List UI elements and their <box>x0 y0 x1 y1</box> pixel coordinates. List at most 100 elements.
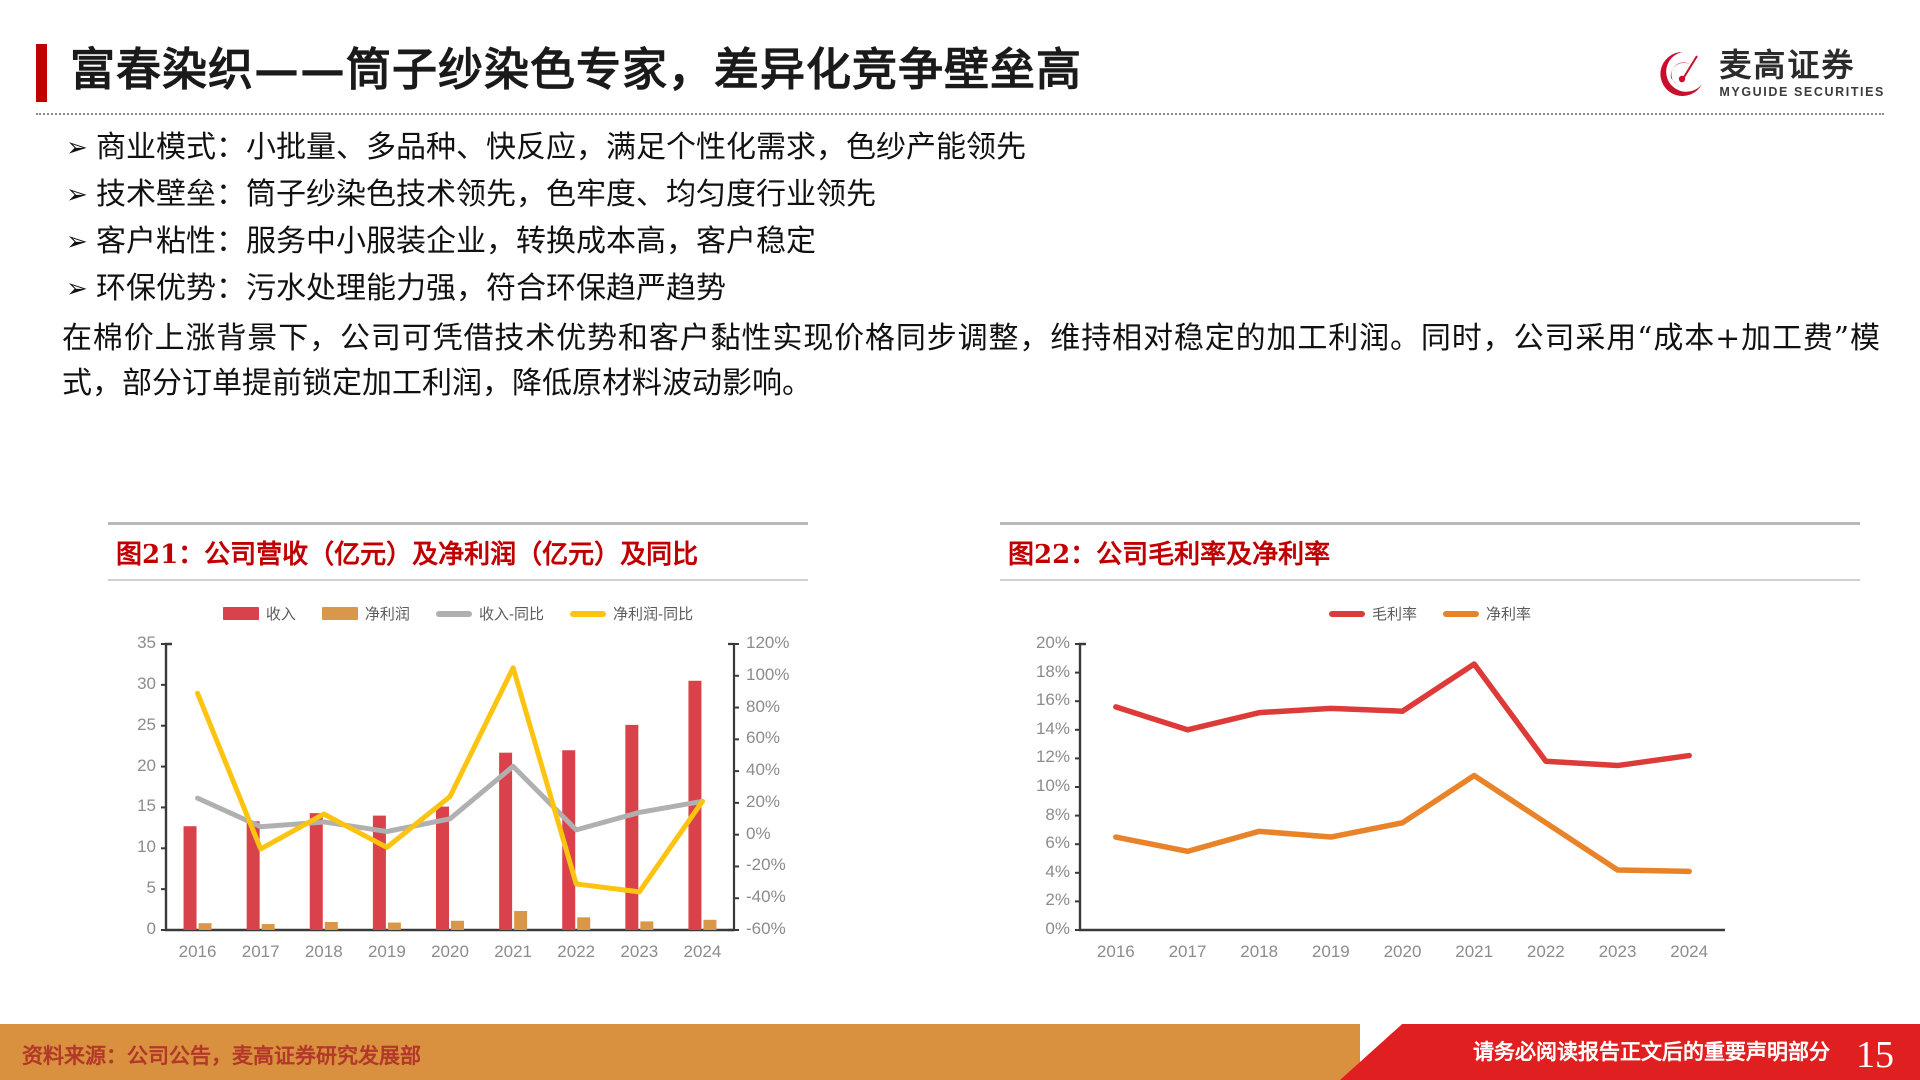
y-axis-tick-label: 30 <box>137 673 156 693</box>
title-accent-bar <box>36 44 47 102</box>
arrow-bullet-icon: ➢ <box>66 133 88 162</box>
x-axis-tick-label: 2017 <box>241 942 280 961</box>
arrow-bullet-icon: ➢ <box>66 227 88 256</box>
bar <box>324 921 338 930</box>
panel-bottom-rule <box>1000 579 1860 581</box>
legend-swatch-line <box>435 610 472 617</box>
page-header: 富春染织——筒子纱染色专家，差异化竞争壁垒高 麦高证券 MYGUIDE SECU… <box>0 38 1920 110</box>
bullet-text: 技术壁垒：筒子纱染色技术领先，色牢度、均匀度行业领先 <box>96 177 876 212</box>
bar <box>246 821 260 930</box>
x-axis-tick-label: 2022 <box>1526 942 1565 961</box>
body-paragraph: 在棉价上涨背景下，公司可凭借技术优势和客户黏性实现价格同步调整，维持相对稳定的加… <box>62 321 1880 401</box>
x-axis-tick-label: 2024 <box>683 942 722 961</box>
y-axis-tick-label: 20% <box>1035 633 1070 652</box>
y2-axis-tick-label: 100% <box>746 664 790 684</box>
y-axis-tick-label: 35 <box>137 633 156 652</box>
logo-chinese-name: 麦高证券 <box>1719 46 1856 85</box>
page-number: 15 <box>1856 1034 1894 1076</box>
chart-svg <box>1075 642 1725 932</box>
page-title: 富春染织——筒子纱染色专家，差异化竞争壁垒高 <box>70 43 1083 96</box>
myguide-logo-icon <box>1657 48 1709 100</box>
legend-label: 净利率 <box>1486 605 1532 623</box>
bar <box>703 919 717 930</box>
footer-disclaimer-text: 请务必阅读报告正文后的重要声明部分 <box>1473 1039 1830 1064</box>
y-axis-tick-label: 2% <box>1045 890 1070 910</box>
bullet-text: 客户粘性：服务中小服装企业，转换成本高，客户稳定 <box>96 224 816 259</box>
figure-22-legend: 毛利率 净利率 <box>1000 603 1860 624</box>
x-axis-tick-label: 2022 <box>557 942 596 961</box>
y-axis-tick-label: 15 <box>137 796 156 816</box>
bar <box>562 750 576 930</box>
legend-label: 收入 <box>265 605 296 623</box>
x-axis-tick-label: 2020 <box>431 942 469 961</box>
bar <box>577 917 591 930</box>
panel-top-rule <box>1000 522 1860 525</box>
y2-axis-tick-label: -40% <box>746 887 786 907</box>
x-axis-tick-label: 2023 <box>1598 942 1637 961</box>
legend-swatch-bar <box>321 607 358 620</box>
y2-axis-tick-label: 60% <box>746 728 781 748</box>
arrow-bullet-icon: ➢ <box>66 180 88 209</box>
x-axis-tick-label: 2016 <box>178 942 217 961</box>
x-axis-tick-label: 2019 <box>1311 942 1350 961</box>
legend-item: 毛利率 <box>1328 603 1417 624</box>
bullet-item: ➢ 商业模式：小批量、多品种、快反应，满足个性化需求，色纱产能领先 <box>66 126 1866 172</box>
bar <box>625 724 639 930</box>
y-axis-tick-label: 20 <box>137 755 156 775</box>
figure-21-panel: 图21：公司营收（亿元）及净利润（亿元）及同比 收入 净利润 收入-同比 净利润-同比… <box>108 522 808 964</box>
x-axis-tick-label: 2017 <box>1168 942 1207 961</box>
panel-top-rule <box>108 522 808 525</box>
arrow-bullet-icon: ➢ <box>66 274 88 303</box>
logo-text: 麦高证券 MYGUIDE SECURITIES <box>1719 49 1885 99</box>
figure-22-plot: 0% 2% 4% 6% 8% 10% 12% 14% 16% 18% 20% 2016 2017 2018… <box>1000 633 1860 964</box>
x-axis-tick-label: 2018 <box>1240 942 1279 961</box>
bar <box>261 924 275 930</box>
x-axis-tick-label: 2018 <box>304 942 343 961</box>
legend-swatch-bar <box>222 607 259 620</box>
bullet-text: 商业模式：小批量、多品种、快反应，满足个性化需求，色纱产能领先 <box>96 130 1026 165</box>
y2-axis-tick-label: 80% <box>746 696 781 716</box>
bullet-list: ➢ 商业模式：小批量、多品种、快反应，满足个性化需求，色纱产能领先 ➢ 技术壁垒… <box>66 126 1866 314</box>
figure-21-legend: 收入 净利润 收入-同比 净利润-同比 <box>108 603 808 624</box>
legend-item: 收入 <box>222 603 296 624</box>
legend-label: 净利润 <box>364 605 410 623</box>
legend-swatch-line <box>1443 610 1479 617</box>
line-series <box>195 763 705 834</box>
x-axis-tick-label: 2021 <box>1455 942 1494 961</box>
y2-axis-tick-label: 20% <box>746 791 781 811</box>
bar <box>451 920 464 930</box>
x-axis-tick-label: 2019 <box>367 942 406 961</box>
y-axis-tick-label: 14% <box>1035 718 1070 738</box>
bullet-text: 环保优势：污水处理能力强，符合环保趋严趋势 <box>96 271 726 306</box>
bar <box>183 826 197 930</box>
figure-22-panel: 图22：公司毛利率及净利率 毛利率 净利率 0% 2% 4% 6% 8% 10% 12% 14%… <box>1000 522 1860 964</box>
bar <box>309 813 323 930</box>
legend-item: 净利率 <box>1443 603 1531 624</box>
legend-swatch-line <box>1328 610 1365 617</box>
footer-source-band <box>0 1024 1360 1080</box>
bullet-item: ➢ 技术壁垒：筒子纱染色技术领先，色牢度、均匀度行业领先 <box>66 173 1866 219</box>
x-axis-tick-label: 2020 <box>1383 942 1422 961</box>
figure-21-plot: 0 5 10 15 20 25 30 35 -60% -40% -20% 0% 20% 40% 60% 80%… <box>108 633 808 964</box>
bullet-item: ➢ 客户粘性：服务中小服装企业，转换成本高，客户稳定 <box>66 220 1866 266</box>
y-axis-tick-label: 8% <box>1045 804 1070 824</box>
y-axis-tick-label: 0% <box>1045 919 1070 938</box>
bar <box>640 921 654 930</box>
panel-bottom-rule <box>108 579 808 581</box>
line-series <box>1113 772 1692 875</box>
legend-label: 净利润-同比 <box>613 605 694 623</box>
bar <box>499 752 513 930</box>
y-axis-tick-label: 18% <box>1035 661 1070 681</box>
y-axis-tick-label: 5 <box>146 878 156 898</box>
logo-english-name: MYGUIDE SECURITIES <box>1719 85 1885 100</box>
page-footer <box>0 1024 1920 1080</box>
y-axis-tick-label: 16% <box>1035 690 1070 710</box>
y2-axis-tick-label: -60% <box>746 919 786 938</box>
figure-21-title: 图21：公司营收（亿元）及净利润（亿元）及同比 <box>116 540 699 570</box>
y2-axis-tick-label: 40% <box>746 760 781 780</box>
bar <box>436 806 449 930</box>
y-axis-tick-label: 0 <box>146 919 156 938</box>
x-axis-tick-label: 2023 <box>620 942 659 961</box>
y-axis-tick-label: 10% <box>1035 776 1070 795</box>
footer-source-text: 资料来源：公司公告，麦高证券研究发展部 <box>22 1043 421 1068</box>
